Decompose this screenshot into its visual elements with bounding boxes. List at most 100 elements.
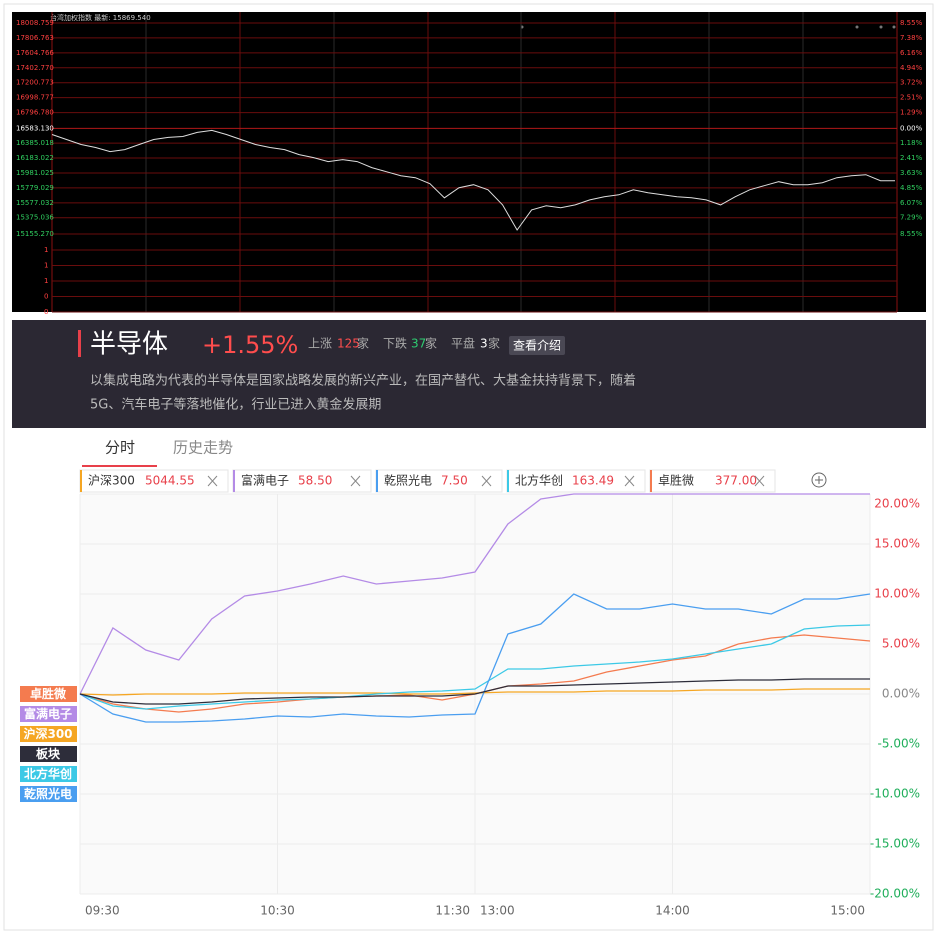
- up-label: 上涨: [308, 336, 332, 351]
- unit: 家: [488, 336, 500, 351]
- chip-accent: [376, 470, 378, 492]
- dot: [892, 25, 896, 29]
- index-panel: [12, 12, 926, 312]
- chip-accent: [80, 470, 82, 492]
- volume-label: 1: [44, 277, 48, 285]
- y-tick-label: 16385.018: [16, 139, 54, 147]
- series-line: [79, 493, 870, 695]
- legend-swatch: [20, 746, 77, 762]
- series-line: [79, 624, 871, 710]
- y-tick-label: 5.00%: [882, 637, 920, 651]
- y2-label: 1.18%: [900, 139, 923, 147]
- y-tick-label: 15155.270: [16, 230, 54, 238]
- sector-title: 半导体: [90, 330, 168, 360]
- legend-swatch: [20, 786, 77, 802]
- y2-label: 8.55%: [900, 230, 923, 238]
- legend-label: 沪深300: [23, 726, 72, 741]
- y2-label: 8.55%: [900, 19, 923, 27]
- legend-label: 板块: [36, 746, 61, 761]
- index-title: 台湾加权指数 最新: 15869.540: [50, 13, 151, 22]
- chip-price: 7.50: [441, 474, 468, 488]
- volume-label: 0: [44, 293, 48, 301]
- y-tick-label: 16183.022: [16, 154, 54, 162]
- x-tick-label: 09:30: [85, 904, 120, 918]
- legend-swatch: [20, 706, 77, 722]
- y-tick-label: 15.00%: [874, 537, 920, 551]
- y-tick-label: 17806.763: [16, 34, 54, 42]
- chip-name: 卓胜微: [658, 473, 694, 488]
- y-tick-label: 16796.780: [16, 109, 54, 117]
- y2-label: 4.85%: [900, 184, 923, 192]
- legend-label: 北方华创: [24, 766, 72, 781]
- series-line: [79, 593, 871, 723]
- unit: 家: [357, 336, 369, 351]
- y2-label: 7.38%: [900, 34, 923, 42]
- add-button[interactable]: [811, 472, 827, 488]
- chip-close[interactable]: [624, 475, 635, 487]
- sector-panel: [12, 320, 926, 428]
- intro-button-label[interactable]: 查看介绍: [513, 339, 561, 353]
- tab[interactable]: 分时: [105, 439, 135, 457]
- y-tick-label: 15779.029: [16, 184, 54, 192]
- x-tick-label: 15:00: [830, 904, 865, 918]
- tab[interactable]: 历史走势: [173, 439, 233, 457]
- chip-accent: [507, 470, 509, 492]
- dot: [879, 25, 883, 29]
- y2-label: 3.72%: [900, 79, 923, 87]
- series-line: [79, 678, 870, 705]
- y-tick-label: 16998.777: [16, 94, 54, 102]
- legend-label: 富满电子: [24, 706, 72, 721]
- chip-close[interactable]: [481, 475, 492, 487]
- sector-change: +1.55%: [202, 331, 298, 359]
- unit: 家: [425, 336, 437, 351]
- chip-name: 沪深300: [88, 474, 135, 488]
- y-tick-label: 17402.770: [16, 64, 54, 72]
- add-icon: [815, 476, 823, 484]
- x-tick-label: 14:00: [655, 904, 690, 918]
- legend-label: 卓胜微: [30, 686, 67, 701]
- y-tick-label: 17604.766: [16, 49, 54, 57]
- accent-bar: [78, 330, 81, 357]
- y-tick-label: -15.00%: [870, 837, 920, 851]
- y-tick-label: -10.00%: [870, 787, 920, 801]
- legend-label: 乾照光电: [24, 786, 72, 801]
- y2-label: 0.00%: [900, 124, 923, 132]
- y2-label: 7.29%: [900, 214, 923, 222]
- chip-accent: [233, 470, 235, 492]
- y-tick-label: 20.00%: [874, 497, 920, 511]
- chip-close[interactable]: [207, 475, 218, 487]
- volume-label: 1: [44, 246, 48, 254]
- volume-label: 0: [44, 308, 48, 316]
- y2-label: 4.94%: [900, 64, 923, 72]
- chip-price: 377.00: [715, 474, 757, 488]
- legend-swatch: [20, 686, 77, 702]
- description: 以集成电路为代表的半导体是国家战略发展的新兴产业，在国产替代、大基金扶持背景下，…: [90, 373, 636, 389]
- chip-close[interactable]: [350, 475, 361, 487]
- series-line: [79, 688, 870, 696]
- y-tick-label: 16583.130: [16, 124, 54, 132]
- flat-count: 3: [480, 337, 488, 351]
- legend-swatch: [20, 766, 77, 782]
- chip-name: 北方华创: [515, 473, 563, 488]
- chip-price: 163.49: [572, 474, 614, 488]
- tab-underline: [82, 465, 157, 467]
- dot: [855, 25, 859, 29]
- y-tick-label: -5.00%: [878, 737, 920, 751]
- y2-label: 3.63%: [900, 169, 923, 177]
- y2-label: 2.51%: [900, 94, 923, 102]
- intro-button[interactable]: [509, 336, 565, 355]
- y-tick-label: 15981.025: [16, 169, 54, 177]
- y-tick-label: -20.00%: [870, 887, 920, 901]
- y-tick-label: 17200.773: [16, 79, 54, 87]
- chip-close[interactable]: [754, 475, 765, 487]
- chip-name: 乾照光电: [384, 474, 432, 488]
- chip-price: 5044.55: [145, 474, 195, 488]
- y-tick-label: 15375.036: [16, 214, 54, 222]
- chip-name: 富满电子: [241, 473, 289, 488]
- y-tick-label: 18008.759: [16, 19, 54, 27]
- down-label: 下跌: [383, 336, 407, 351]
- index-line: [51, 129, 895, 231]
- y2-label: 6.16%: [900, 49, 923, 57]
- x-tick-label: 11:30: [435, 904, 470, 918]
